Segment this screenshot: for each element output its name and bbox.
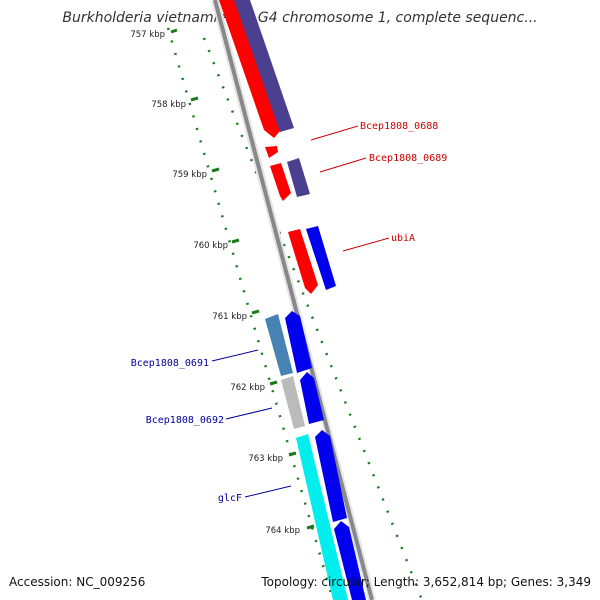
- gene-label-glcF[interactable]: glcF: [218, 493, 242, 504]
- gene-arrow-red-2[interactable]: [265, 146, 278, 158]
- backbone-line: [213, 0, 374, 600]
- tick-763: [288, 451, 297, 457]
- kbp-label: 760 kbp: [193, 241, 228, 251]
- accession-text: Accession: NC_009256: [9, 575, 146, 589]
- tick-759: [211, 167, 220, 173]
- kbp-label: 757 kbp: [130, 30, 165, 40]
- kbp-label: 761 kbp: [212, 312, 247, 322]
- leader-Bcep1808_0692: [225, 407, 273, 420]
- kbp-label: 763 kbp: [248, 454, 283, 464]
- leader-Bcep1808_0691: [211, 349, 259, 362]
- tick-761: [251, 309, 260, 315]
- tick-762: [269, 380, 278, 386]
- gene-arrow-Bcep1808_0691[interactable]: [265, 314, 293, 376]
- gene-arrow-ubiA[interactable]: [288, 229, 318, 294]
- tick-757: [170, 28, 178, 34]
- kbp-label: 759 kbp: [172, 170, 207, 180]
- gene-blue-3: [300, 372, 324, 424]
- map-title: Burkholderia vietnamiensis G4 chromosome…: [62, 10, 538, 26]
- gene-arrow-red-1[interactable]: [219, 0, 281, 138]
- kbp-label: 758 kbp: [151, 100, 186, 110]
- leader-glcF: [244, 485, 292, 498]
- gene-blue-2: [285, 311, 312, 373]
- tick-764: [306, 524, 315, 530]
- gene-label-Bcep1808_0691[interactable]: Bcep1808_0691: [131, 358, 209, 369]
- tick-758: [190, 96, 199, 102]
- gene-label-Bcep1808_0689[interactable]: Bcep1808_0689: [369, 153, 447, 164]
- gene-blue-ubiA-neighbor: [306, 226, 336, 290]
- kbp-label: 764 kbp: [265, 526, 300, 536]
- gene-blue-5: [334, 521, 366, 600]
- gene-slate-1: [234, 0, 294, 132]
- gene-arrow-glcF[interactable]: [296, 434, 348, 600]
- kbp-label: 762 kbp: [230, 383, 265, 393]
- gene-label-ubiA[interactable]: ubiA: [391, 233, 415, 244]
- gene-label-Bcep1808_0688[interactable]: Bcep1808_0688: [360, 121, 438, 132]
- gene-arrow-red-3[interactable]: [270, 163, 291, 201]
- leader-Bcep1808_0688: [310, 125, 359, 141]
- leader-Bcep1808_0689: [319, 157, 367, 173]
- tick-760: [231, 238, 240, 244]
- topology-text: Topology: circular; Length: 3,652,814 bp…: [261, 575, 591, 589]
- leader-ubiA: [342, 237, 390, 252]
- gene-label-Bcep1808_0692[interactable]: Bcep1808_0692: [146, 415, 224, 426]
- gene-slate-2: [287, 158, 310, 197]
- gene-blue-4: [315, 430, 347, 522]
- left-ruler-line: [166, 27, 335, 600]
- gene-arrow-Bcep1808_0692[interactable]: [281, 376, 305, 429]
